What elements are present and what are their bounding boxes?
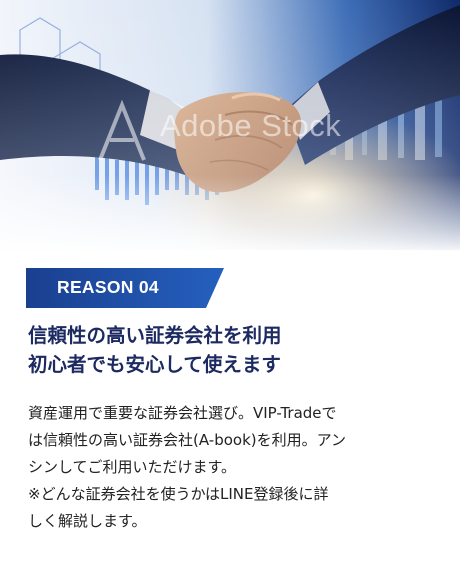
- description-line-2: は信頼性の高い証券会社(A-book)を利用。アン: [28, 431, 347, 449]
- hero-image: Adobe Stock: [0, 0, 460, 250]
- reason-label: REASON 04: [57, 277, 159, 297]
- reason-description: 資産運用で重要な証券会社選び。VIP-Tradeで は信頼性の高い証券会社(A-…: [28, 400, 444, 535]
- description-line-5: しく解説します。: [28, 512, 147, 530]
- stock-watermark: Adobe Stock: [160, 108, 342, 143]
- headline-line-1: 信頼性の高い証券会社を利用: [28, 324, 282, 347]
- reason-headline: 信頼性の高い証券会社を利用 初心者でも安心して使えます: [28, 321, 438, 379]
- reason-badge: REASON 04: [26, 268, 224, 308]
- handshake-photo: [0, 0, 460, 250]
- description-line-3: シンしてご利用いただけます。: [28, 458, 237, 476]
- badge-background: [26, 268, 224, 308]
- headline-line-2: 初心者でも安心して使えます: [28, 353, 281, 376]
- description-line-4: ※どんな証券会社を使うかはLINE登録後に詳: [28, 485, 329, 503]
- description-line-1: 資産運用で重要な証券会社選び。VIP-Tradeで: [28, 404, 337, 422]
